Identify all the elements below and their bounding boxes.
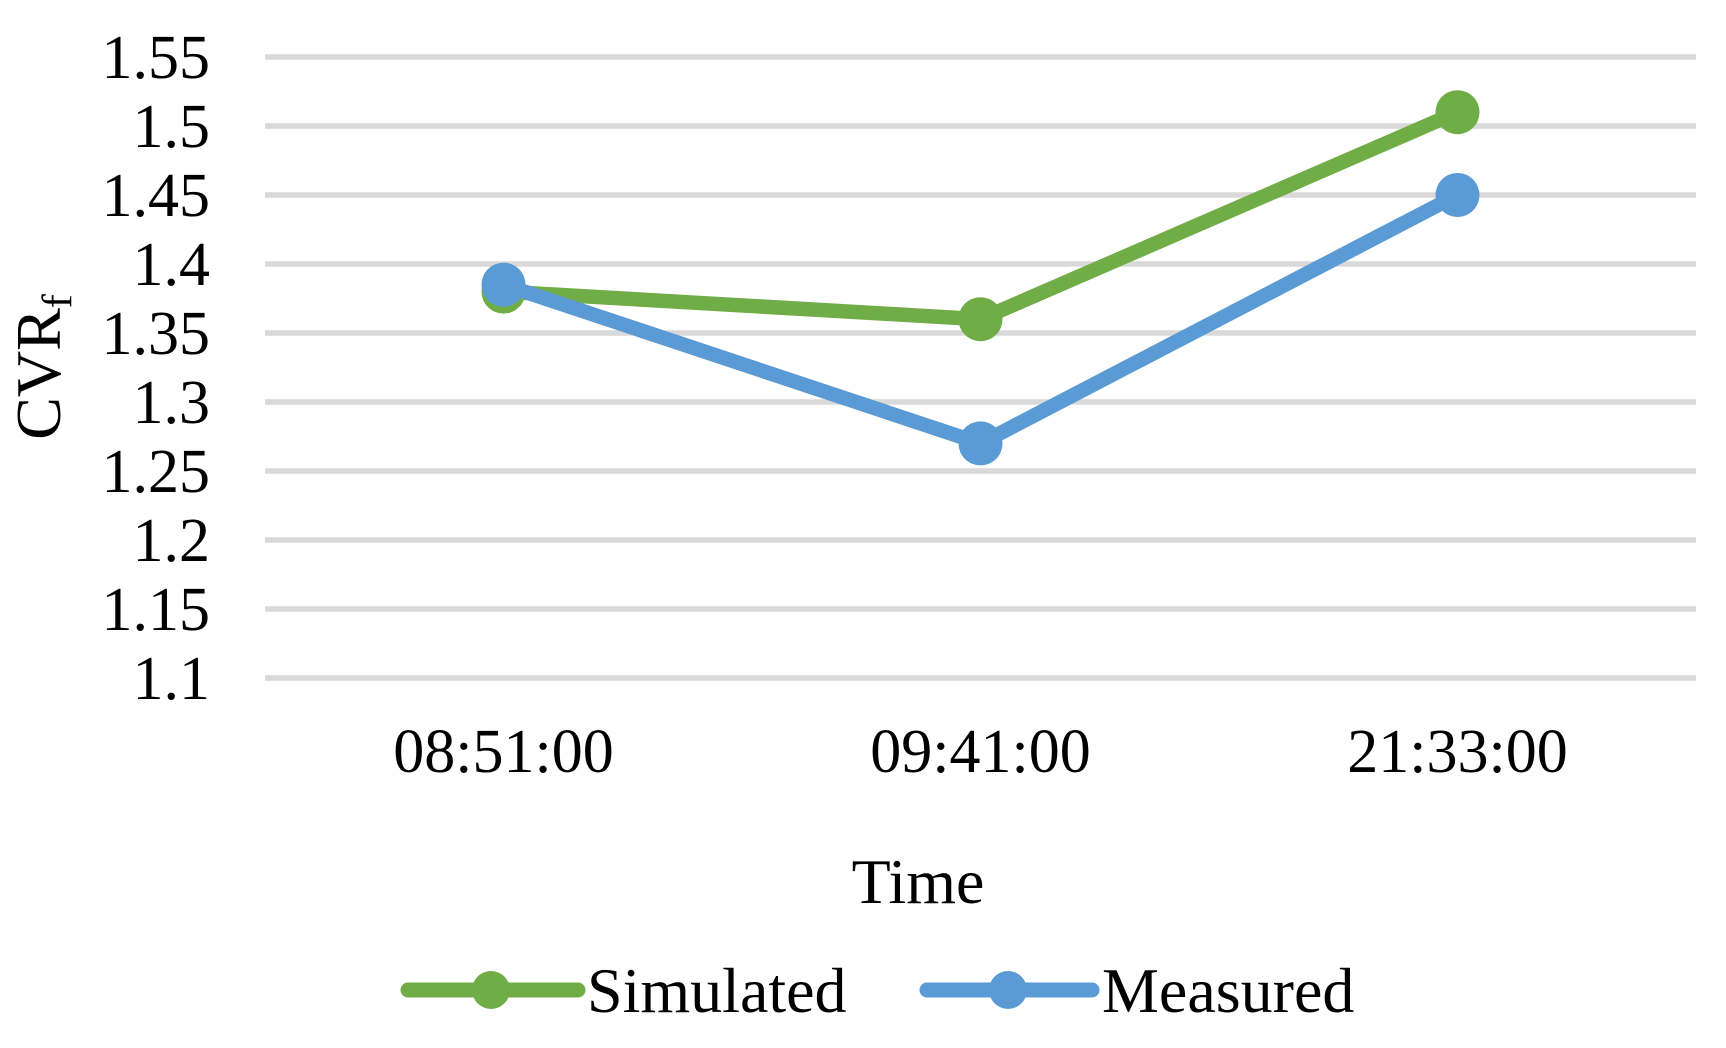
y-tick-label: 1.2 bbox=[133, 507, 211, 575]
y-tick-label: 1.25 bbox=[102, 438, 211, 506]
y-tick-label: 1.1 bbox=[133, 645, 211, 713]
y-tick-label: 1.55 bbox=[102, 24, 211, 92]
y-tick-label: 1.35 bbox=[102, 300, 211, 368]
x-tick-label: 21:33:00 bbox=[1347, 718, 1567, 786]
legend-swatch-marker-simulated bbox=[472, 971, 510, 1009]
y-tick-label: 1.3 bbox=[133, 369, 211, 437]
y-tick-label: 1.45 bbox=[102, 162, 211, 230]
data-point-marker-simulated bbox=[958, 297, 1003, 342]
legend-label-simulated: Simulated bbox=[587, 955, 847, 1026]
y-tick-label: 1.5 bbox=[133, 93, 211, 161]
series-group bbox=[481, 90, 1480, 466]
data-point-marker-simulated bbox=[1435, 90, 1480, 135]
legend-label-measured: Measured bbox=[1102, 955, 1354, 1026]
data-point-marker-measured bbox=[481, 262, 526, 307]
series-line-simulated bbox=[496, 104, 1465, 327]
y-tick-label: 1.4 bbox=[133, 231, 211, 299]
x-axis-tick-labels: 08:51:00 09:41:00 21:33:00 bbox=[393, 718, 1567, 786]
data-point-marker-measured bbox=[1435, 173, 1480, 217]
legend: Simulated Measured bbox=[400, 955, 1354, 1026]
x-tick-label: 08:51:00 bbox=[393, 718, 613, 786]
legend-swatch-marker-measured bbox=[989, 971, 1027, 1009]
x-tick-label: 09:41:00 bbox=[870, 718, 1090, 786]
y-axis-title-text: CVRf bbox=[3, 294, 81, 440]
y-axis-tick-labels: 1.551.51.451.41.351.31.251.21.151.1 bbox=[102, 24, 211, 713]
gridlines-group bbox=[265, 54, 1696, 681]
x-axis-title: Time bbox=[852, 846, 985, 917]
y-tick-label: 1.15 bbox=[102, 576, 211, 644]
data-point-marker-measured bbox=[958, 421, 1003, 466]
y-axis-title: CVRf bbox=[3, 294, 81, 440]
y-axis-title-subscript: f bbox=[35, 294, 81, 308]
